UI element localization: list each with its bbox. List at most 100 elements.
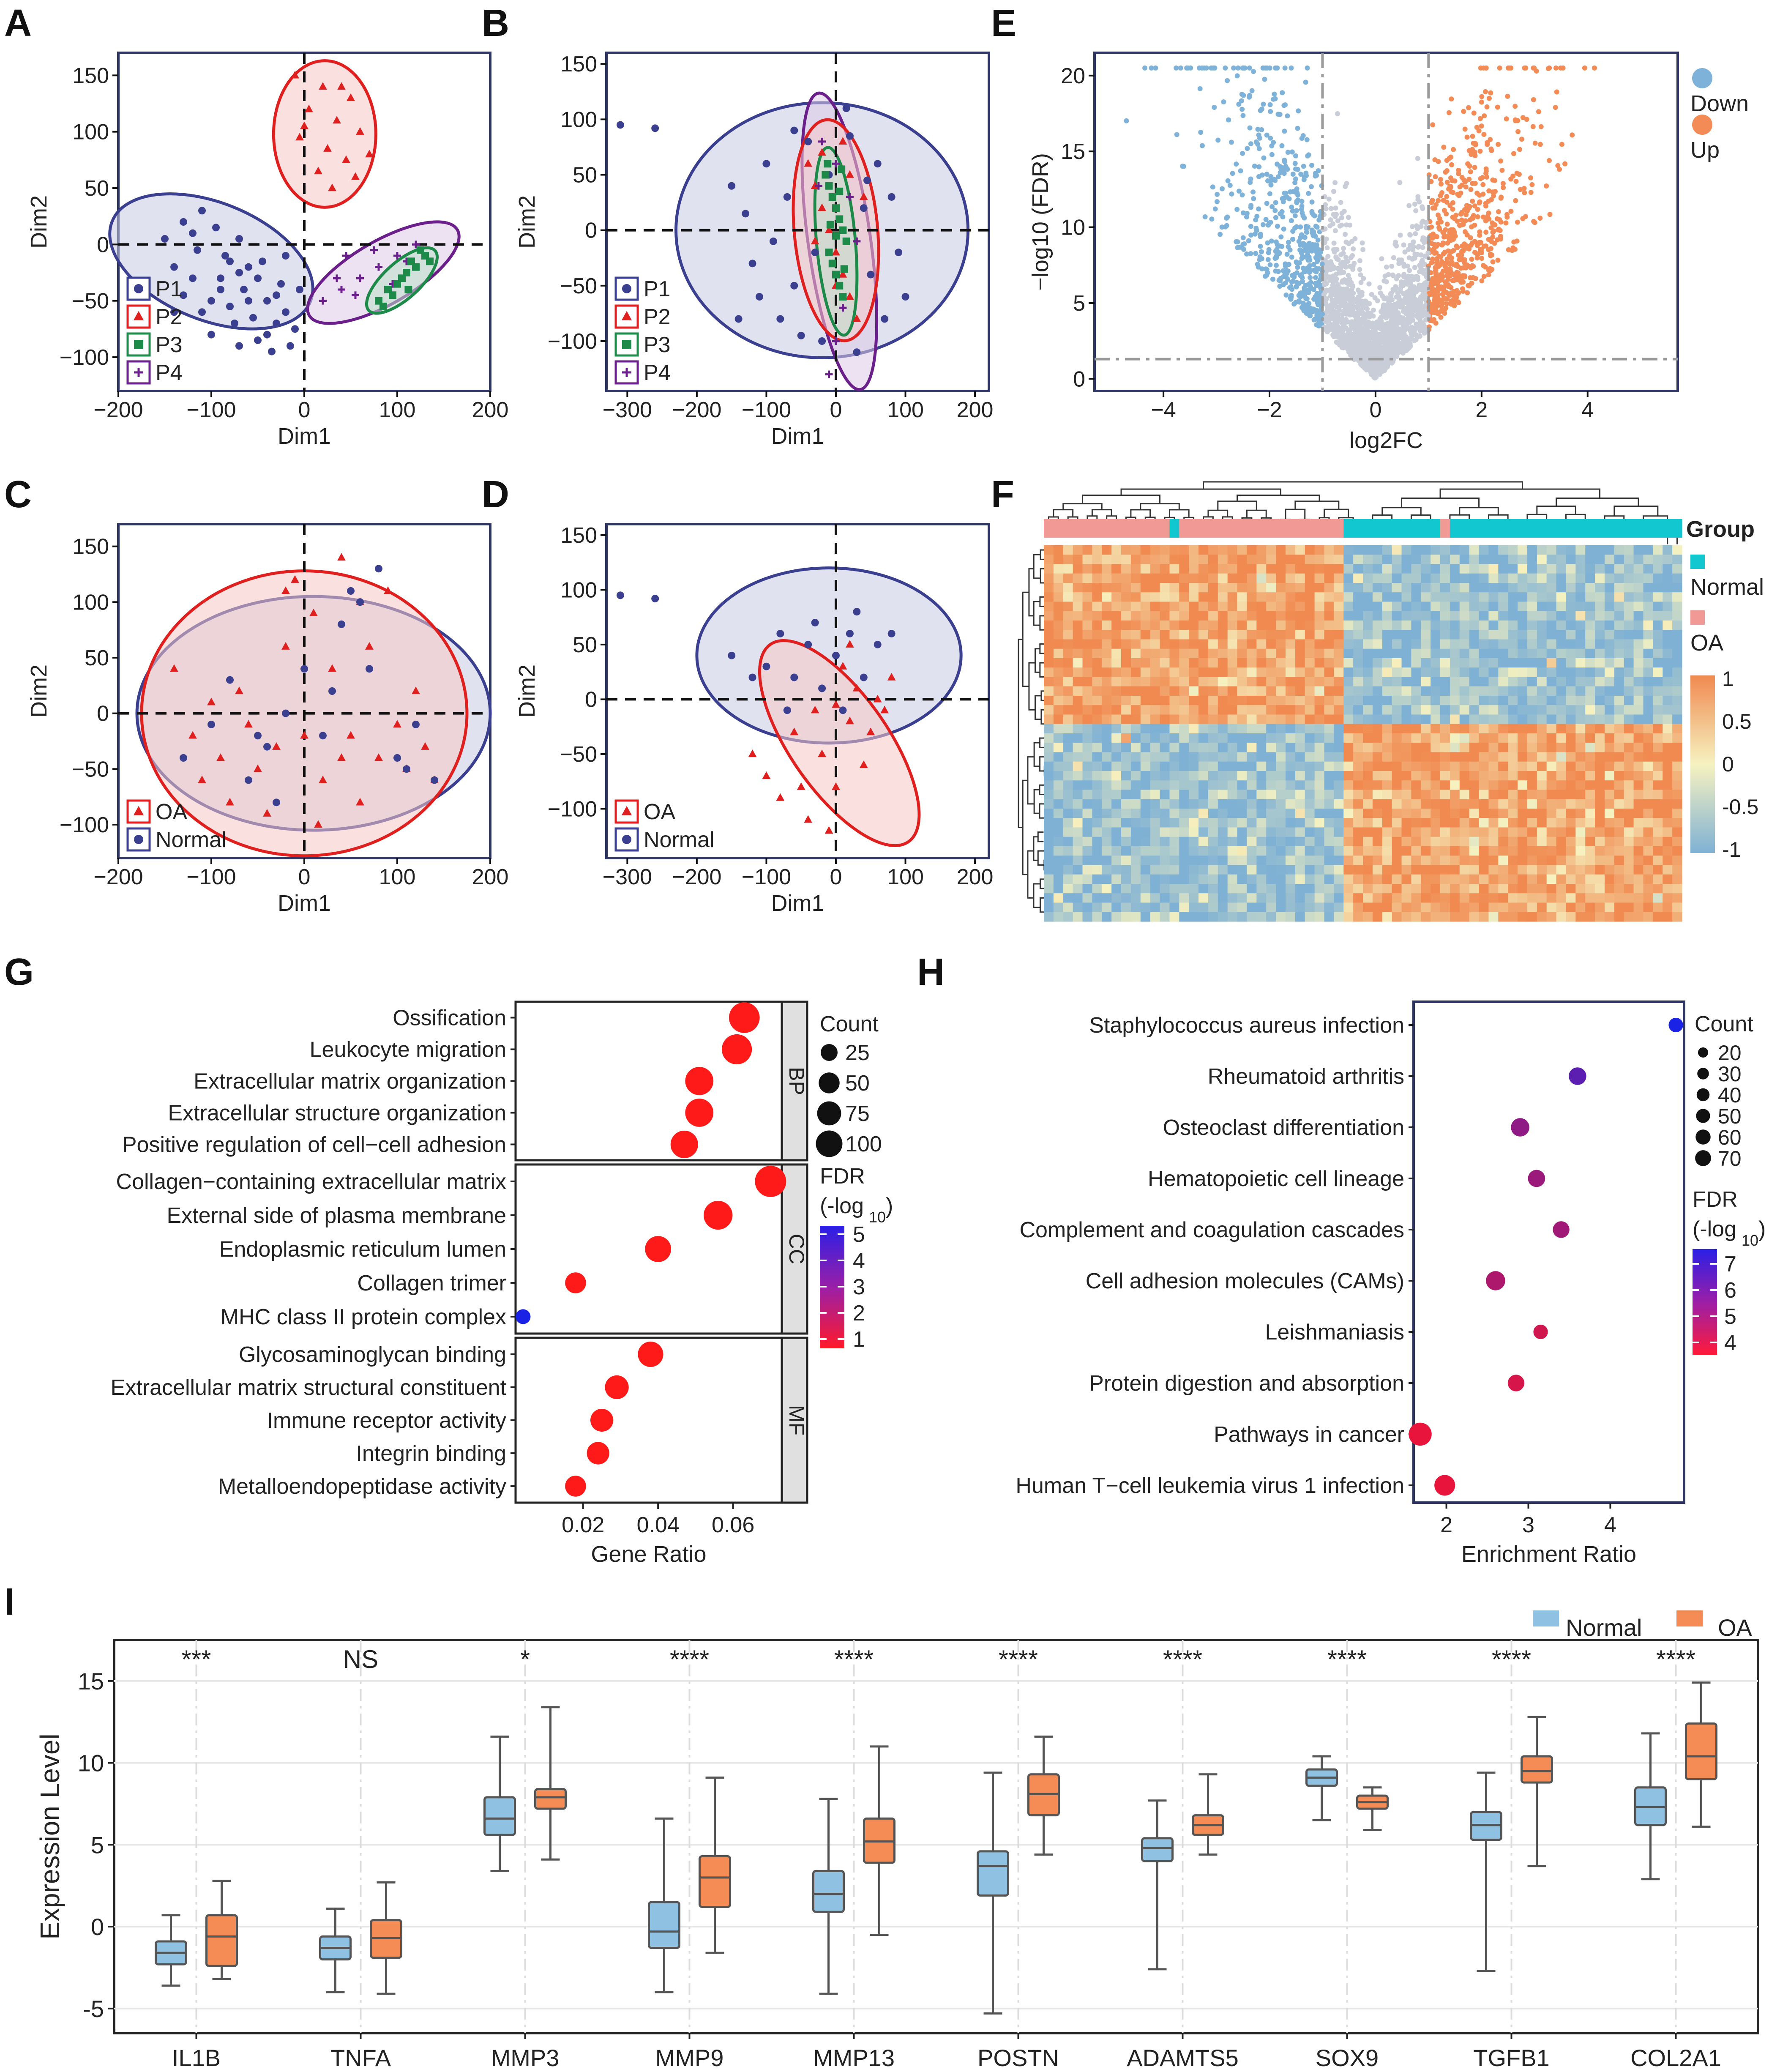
- heatmap-cell: [1092, 573, 1102, 583]
- point-down: [1300, 213, 1306, 219]
- heatmap-cell: [1508, 667, 1518, 678]
- point-ns: [1392, 344, 1398, 350]
- heatmap-cell: [1073, 555, 1083, 565]
- heatmap-cell: [1324, 564, 1334, 574]
- heatmap-cell: [1595, 780, 1605, 790]
- heatmap-cell: [1160, 611, 1170, 621]
- point-ns: [1385, 302, 1390, 307]
- heatmap-cell: [1218, 658, 1228, 668]
- point-ns: [1390, 272, 1395, 278]
- data-point-p1: [783, 193, 791, 201]
- heatmap-cell: [1518, 639, 1528, 649]
- heatmap-cell: [1382, 639, 1392, 649]
- group-annotation-cell: [1566, 519, 1576, 538]
- heatmap-cell: [1633, 630, 1644, 640]
- heatmap-cell: [1585, 630, 1595, 640]
- heatmap-cell: [1111, 611, 1122, 621]
- data-point-p1: [273, 291, 280, 299]
- heatmap-cell: [1518, 761, 1528, 771]
- heatmap-cell: [1044, 573, 1054, 583]
- point-up: [1466, 263, 1472, 269]
- heatmap-cell: [1179, 592, 1189, 602]
- point-down: [1314, 292, 1319, 297]
- heatmap-cell: [1130, 621, 1141, 630]
- heatmap-cell: [1518, 583, 1528, 593]
- heatmap-cell: [1160, 752, 1170, 762]
- y-tick-label: −100: [548, 797, 597, 821]
- data-point-p1: [245, 297, 252, 305]
- heatmap-cell: [1063, 686, 1073, 696]
- heatmap-cell: [1169, 677, 1179, 687]
- heatmap-cell: [1169, 648, 1179, 659]
- point-down: [1299, 199, 1305, 204]
- heatmap-cell: [1653, 724, 1663, 734]
- heatmap-cell: [1633, 761, 1644, 771]
- heatmap-cell: [1401, 592, 1411, 602]
- point-down: [1142, 65, 1148, 71]
- legend-label: Down: [1690, 91, 1749, 116]
- heatmap-cell: [1198, 667, 1209, 678]
- heatmap-cell: [1663, 743, 1673, 753]
- group-annotation-cell: [1053, 519, 1064, 538]
- heatmap-cell: [1247, 639, 1257, 649]
- heatmap-cell: [1372, 714, 1383, 724]
- data-point-p3: [840, 265, 848, 273]
- heatmap-cell: [1633, 658, 1644, 668]
- heatmap-cell: [1343, 714, 1354, 724]
- heatmap-cell: [1334, 621, 1344, 630]
- heatmap-cell: [1382, 611, 1392, 621]
- heatmap-cell: [1604, 648, 1615, 659]
- heatmap-cell: [1488, 583, 1499, 593]
- heatmap-cell: [1401, 771, 1411, 781]
- heatmap-cell: [1102, 686, 1112, 696]
- data-point-p2: [859, 192, 868, 200]
- heatmap-cell: [1179, 601, 1189, 612]
- heatmap-cell: [1343, 667, 1354, 678]
- point-down: [1188, 65, 1193, 71]
- heatmap-cell: [1575, 667, 1586, 678]
- heatmap-cell: [1459, 630, 1470, 640]
- heatmap-cell: [1227, 790, 1238, 800]
- heatmap-cell: [1063, 630, 1073, 640]
- point-ns: [1410, 332, 1416, 337]
- heatmap-cell: [1140, 686, 1151, 696]
- point-up: [1453, 213, 1459, 218]
- data-point-p1: [235, 269, 243, 276]
- point-up: [1466, 105, 1472, 110]
- point-up: [1479, 123, 1484, 129]
- heatmap-cell: [1653, 714, 1663, 724]
- heatmap-cell: [1285, 545, 1296, 555]
- x-axis-label: Dim1: [771, 891, 824, 916]
- heatmap-cell: [1160, 724, 1170, 734]
- heatmap-cell: [1363, 714, 1373, 724]
- heatmap-cell: [1566, 724, 1576, 734]
- point-ns: [1391, 287, 1396, 293]
- point-down: [1240, 113, 1246, 118]
- group-annotation-cell: [1546, 519, 1557, 538]
- point-up: [1517, 147, 1522, 152]
- heatmap-cell: [1314, 601, 1325, 612]
- point-ns: [1329, 262, 1335, 267]
- heatmap-cell: [1663, 621, 1673, 630]
- heatmap-cell: [1140, 583, 1151, 593]
- heatmap-cell: [1082, 686, 1092, 696]
- heatmap-cell: [1663, 658, 1673, 668]
- point-ns: [1411, 291, 1417, 296]
- heatmap-cell: [1614, 564, 1624, 574]
- heatmap-cell: [1614, 677, 1624, 687]
- heatmap-cell: [1450, 686, 1460, 696]
- data-point-p3: [379, 303, 387, 310]
- heatmap-cell: [1169, 545, 1179, 555]
- heatmap-cell: [1092, 621, 1102, 630]
- point-up: [1520, 216, 1526, 221]
- heatmap-cell: [1537, 771, 1547, 781]
- heatmap-cell: [1372, 583, 1383, 593]
- point-ns: [1351, 290, 1356, 296]
- data-point-p1: [728, 182, 736, 190]
- heatmap-cell: [1421, 724, 1431, 734]
- heatmap-cell: [1353, 592, 1363, 602]
- group-annotation-cell: [1508, 519, 1518, 538]
- x-axis-label: log2FC: [1349, 428, 1423, 453]
- heatmap-cell: [1421, 705, 1431, 715]
- group-annotation-cell: [1073, 519, 1083, 538]
